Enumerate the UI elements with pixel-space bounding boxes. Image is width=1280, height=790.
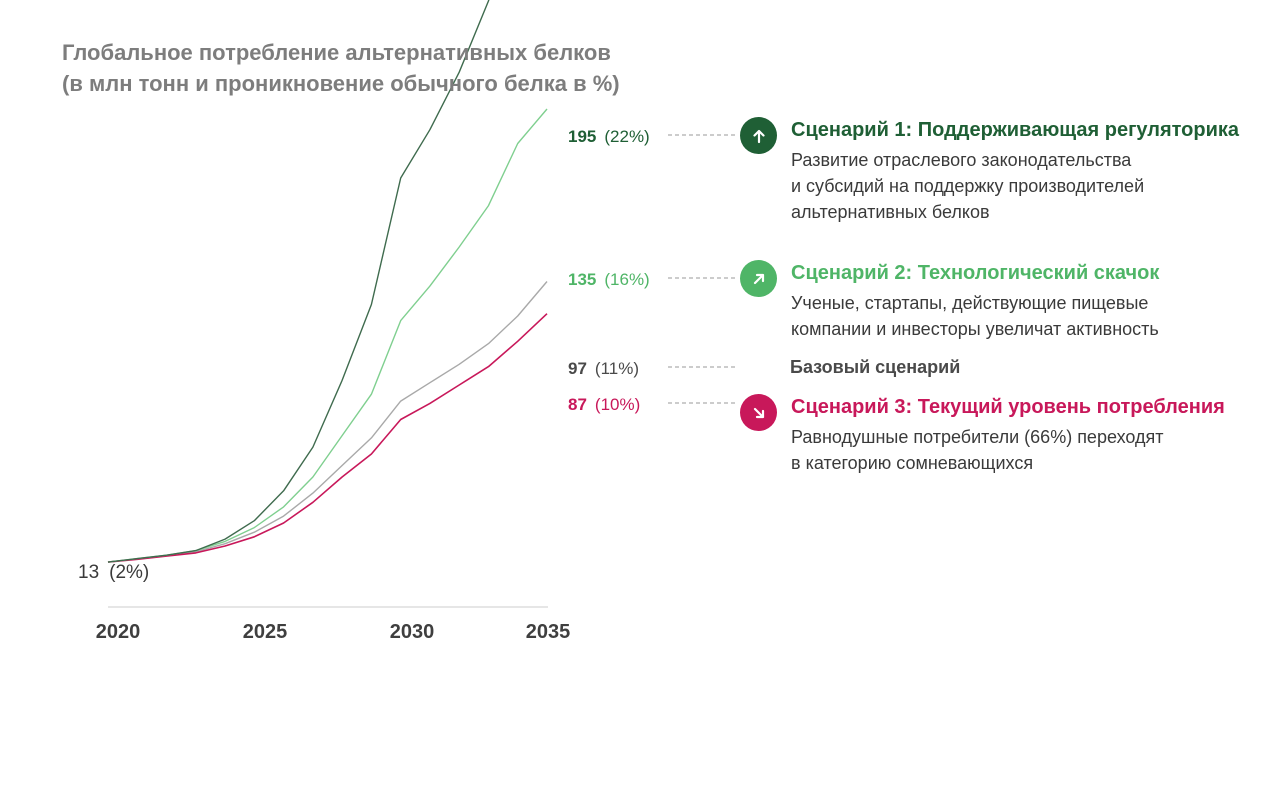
arrow-up-icon — [740, 117, 777, 154]
scenario-3-title: Сценарий 3: Текущий уровень потребления — [791, 396, 1225, 418]
scenario-1-description: Развитие отраслевого законодательства и … — [791, 147, 1144, 225]
scenario-3-desc-line: в категорию сомневающихся — [791, 453, 1034, 473]
x-tick-label: 2030 — [390, 621, 435, 643]
end-label-base: 97 (11%) — [568, 359, 639, 378]
chart-title-line-2: (в млн тонн и проникновение обычного бел… — [62, 71, 620, 96]
series-line-s2 — [107, 108, 548, 563]
scenario-2-desc-line: компании и инвесторы увеличат активность — [791, 319, 1159, 339]
series-line-base — [107, 281, 548, 563]
chart-title-line-1: Глобальное потребление альтернативных бе… — [62, 40, 611, 65]
series-line-s3 — [107, 313, 548, 563]
x-tick-label: 2025 — [243, 621, 288, 643]
scenario-1-desc-line: альтернативных белков — [791, 202, 990, 222]
scenario-3-description: Равнодушные потребители (66%) переходят … — [791, 424, 1163, 476]
scenario-2-desc-line: Ученые, стартапы, действующие пищевые — [791, 293, 1149, 313]
arrow-up-right-icon — [740, 260, 777, 297]
scenario-2-title: Сценарий 2: Технологический скачок — [791, 262, 1160, 284]
start-label: 13 (2%) — [78, 562, 149, 583]
series-line-s1 — [107, 0, 490, 563]
end-label-s2: 135 (16%) — [568, 270, 650, 289]
chart-labels: 2020 2025 2030 2035 195 (22%) 135 (16%) 97 (11%) 8… — [78, 127, 736, 643]
scenario-3-desc-line: Равнодушные потребители (66%) переходят — [791, 427, 1164, 447]
base-scenario-title: Базовый сценарий — [790, 357, 961, 377]
arrow-down-right-icon — [740, 394, 777, 431]
end-label-s1: 195 (22%) — [568, 127, 650, 146]
end-label-s3: 87 (10%) — [568, 395, 640, 414]
x-tick-label: 2020 — [96, 621, 141, 643]
scenario-1-title: Сценарий 1: Поддерживающая регуляторика — [791, 119, 1240, 141]
scenario-1-desc-line: Развитие отраслевого законодательства — [791, 150, 1132, 170]
x-tick-label: 2035 — [526, 621, 571, 643]
scenario-1-desc-line: и субсидий на поддержку производителей — [791, 176, 1145, 196]
scenario-2-description: Ученые, стартапы, действующие пищевые ко… — [791, 290, 1159, 342]
chart-lines — [107, 0, 548, 608]
